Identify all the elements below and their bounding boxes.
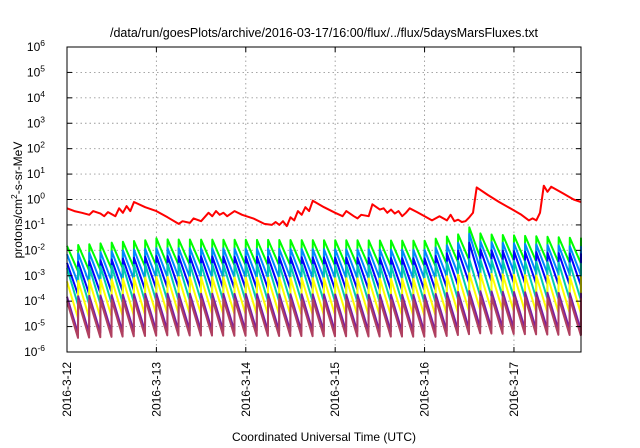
chart-title: /data/run/goesPlots/archive/2016-03-17/1… bbox=[110, 26, 539, 40]
x-tick-label: 2016-3-16 bbox=[418, 362, 432, 417]
x-tick-label: 2016-3-12 bbox=[60, 362, 74, 417]
y-axis-label-base: protons/cm bbox=[11, 199, 25, 258]
series-line-8 bbox=[66, 295, 582, 339]
y-tick-label: 10-3 bbox=[24, 267, 45, 283]
y-tick-label: 102 bbox=[27, 140, 45, 156]
x-tick-label: 2016-3-13 bbox=[149, 362, 163, 417]
x-tick-label: 2016-3-17 bbox=[507, 362, 521, 417]
y-tick-label: 10-4 bbox=[24, 292, 45, 308]
y-tick-label: 106 bbox=[27, 38, 45, 54]
y-axis-label: protons/cm2-s-sr-MeV bbox=[9, 142, 25, 259]
x-tick-label: 2016-3-14 bbox=[239, 362, 253, 417]
y-tick-label: 104 bbox=[27, 89, 45, 105]
y-axis-label-superscript: 2 bbox=[9, 194, 19, 199]
y-tick-labels: 10-6 10-5 10-4 10-3 10-2 10-1 100 101 102 103 104 1… bbox=[24, 38, 45, 359]
y-tick-label: 101 bbox=[27, 165, 45, 181]
tick-marks bbox=[66, 46, 581, 353]
y-axis-label-rest: -s-sr-MeV bbox=[11, 142, 25, 195]
x-tick-labels: 2016-3-12 2016-3-13 2016-3-14 2016-3-15 2016… bbox=[60, 362, 521, 417]
x-tick-label: 2016-3-15 bbox=[328, 362, 342, 417]
y-tick-label: 103 bbox=[27, 114, 45, 130]
y-tick-label: 10-6 bbox=[24, 343, 45, 359]
y-tick-label: 10-5 bbox=[24, 318, 45, 334]
y-tick-label: 10-2 bbox=[24, 241, 45, 257]
x-axis-label: Coordinated Universal Time (UTC) bbox=[232, 430, 416, 444]
y-tick-label: 10-1 bbox=[24, 216, 45, 232]
series-line-1 bbox=[66, 184, 582, 228]
y-tick-label: 105 bbox=[27, 63, 45, 79]
y-tick-label: 100 bbox=[27, 191, 45, 207]
series-group bbox=[66, 184, 582, 339]
